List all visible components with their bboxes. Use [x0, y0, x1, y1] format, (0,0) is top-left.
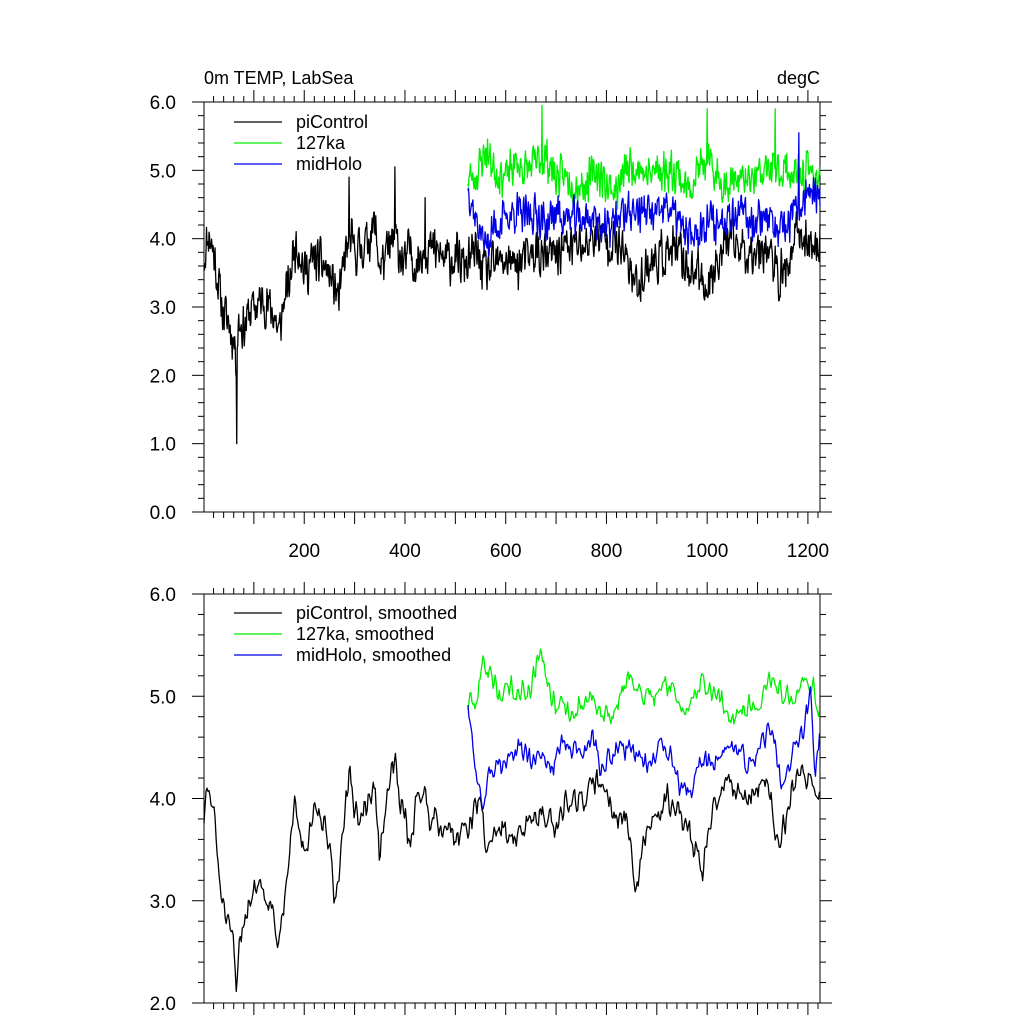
panel-top: 0.0 1.0 2.0 3.0 4.0 5.0 6.0 200 400 600 800 1000 120…: [150, 90, 832, 562]
chart-title: 0m TEMP, LabSea: [204, 68, 354, 88]
y-tick-label: 0.0: [150, 503, 176, 524]
x-tick-label: 200: [288, 541, 320, 562]
panel-bottom: 2.0 3.0 4.0 5.0 6.0 piControl, smoothed127ka,…: [150, 582, 832, 1015]
x-tick-label: 1000: [686, 541, 728, 562]
legend-label: piControl: [296, 112, 368, 132]
y-tick-label: 2.0: [150, 994, 176, 1015]
series-line-127ka: [467, 104, 821, 210]
series-line-picontrol: [203, 752, 821, 993]
legend-label: midHolo, smoothed: [296, 645, 451, 665]
y-tick-label: 4.0: [150, 230, 176, 251]
y-tick-label: 3.0: [150, 298, 176, 319]
x-tick-label: 400: [389, 541, 421, 562]
y-tick-label: 6.0: [150, 93, 176, 114]
series-line-picontrol: [203, 166, 821, 445]
series-line-midholo: [467, 132, 821, 258]
x-tick-label: 800: [591, 541, 623, 562]
y-tick-label: 5.0: [150, 687, 176, 708]
series-line-midholo: [467, 686, 821, 810]
y-tick-label: 5.0: [150, 161, 176, 182]
y-tick-label: 3.0: [150, 892, 176, 913]
units-label: degC: [777, 68, 820, 88]
x-tick-label: 600: [490, 541, 522, 562]
x-tick-label: 1200: [787, 541, 829, 562]
series-line-127ka: [467, 648, 821, 725]
legend-label: midHolo: [296, 154, 362, 174]
legend-label: 127ka, smoothed: [296, 624, 434, 644]
y-tick-label: 1.0: [150, 435, 176, 456]
y-tick-label: 6.0: [150, 585, 176, 606]
y-tick-label: 2.0: [150, 366, 176, 387]
legend-label: piControl, smoothed: [296, 603, 457, 623]
y-tick-label: 4.0: [150, 790, 176, 811]
legend-label: 127ka: [296, 133, 346, 153]
